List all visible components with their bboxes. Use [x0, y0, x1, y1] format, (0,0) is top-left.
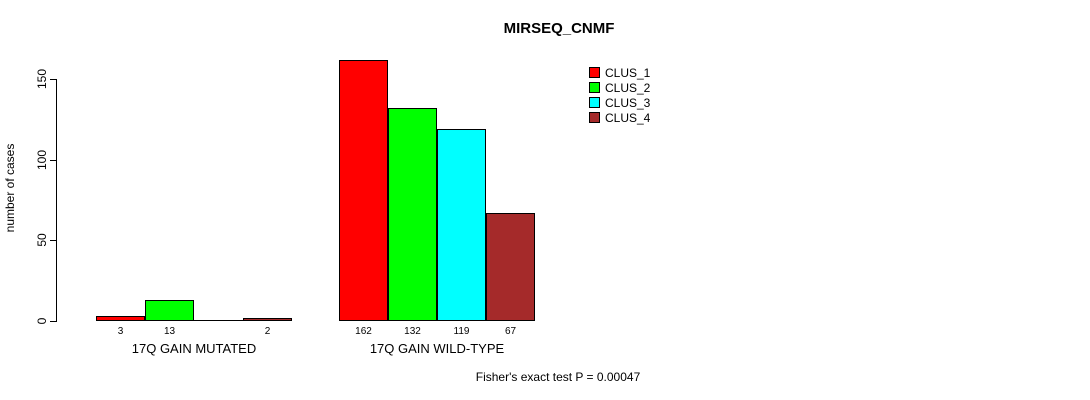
y-axis-tick-label: 150: [35, 68, 49, 90]
bar-value-label: 162: [355, 326, 372, 337]
legend-label-clus-1: CLUS_1: [605, 65, 651, 80]
legend-label-clus-4: CLUS_4: [605, 110, 651, 125]
legend-label-clus-3: CLUS_3: [605, 95, 651, 110]
y-axis-line: [56, 79, 57, 322]
zero-bar-clus-3-group1: [194, 320, 243, 321]
bar-clus-1-group1: [96, 316, 145, 321]
legend-item-clus-4: CLUS_4: [589, 110, 650, 125]
bar-value-label: 2: [264, 326, 271, 337]
y-axis-tick: [50, 160, 56, 161]
bar-clus-4-group1: [243, 318, 292, 321]
x-category-label: 17Q GAIN WILD-TYPE: [369, 341, 505, 356]
legend: CLUS_1 CLUS_2 CLUS_3 CLUS_4: [589, 65, 650, 125]
bar-clus-4-group2: [486, 213, 535, 321]
x-category-label: 17Q GAIN MUTATED: [131, 341, 257, 356]
y-axis-tick-label: 0: [35, 317, 49, 325]
bar-value-label: 67: [504, 326, 517, 337]
legend-swatch-clus-4: [589, 112, 600, 123]
y-axis-tick-label: 50: [35, 233, 49, 247]
fisher-test-caption: Fisher's exact test P = 0.00047: [475, 370, 641, 384]
bar-clus-2-group2: [388, 108, 437, 321]
bar-value-label: 119: [453, 326, 470, 337]
bar-value-label: 3: [117, 326, 124, 337]
legend-label-clus-2: CLUS_2: [605, 80, 651, 95]
bar-clus-1-group2: [339, 60, 388, 321]
legend-item-clus-3: CLUS_3: [589, 95, 650, 110]
chart-title: MIRSEQ_CNMF: [503, 20, 615, 37]
legend-item-clus-1: CLUS_1: [589, 65, 650, 80]
legend-item-clus-2: CLUS_2: [589, 80, 650, 95]
legend-swatch-clus-1: [589, 67, 600, 78]
bar-value-label: 132: [404, 326, 421, 337]
bar-value-label: 13: [163, 326, 176, 337]
y-axis-label: number of cases: [3, 143, 17, 233]
legend-swatch-clus-2: [589, 82, 600, 93]
bar-clus-2-group1: [145, 300, 194, 321]
y-axis-tick: [50, 321, 56, 322]
y-axis-tick: [50, 240, 56, 241]
y-axis-tick-label: 100: [35, 149, 49, 171]
legend-swatch-clus-3: [589, 97, 600, 108]
bar-clus-3-group2: [437, 129, 486, 321]
y-axis-tick: [50, 79, 56, 80]
